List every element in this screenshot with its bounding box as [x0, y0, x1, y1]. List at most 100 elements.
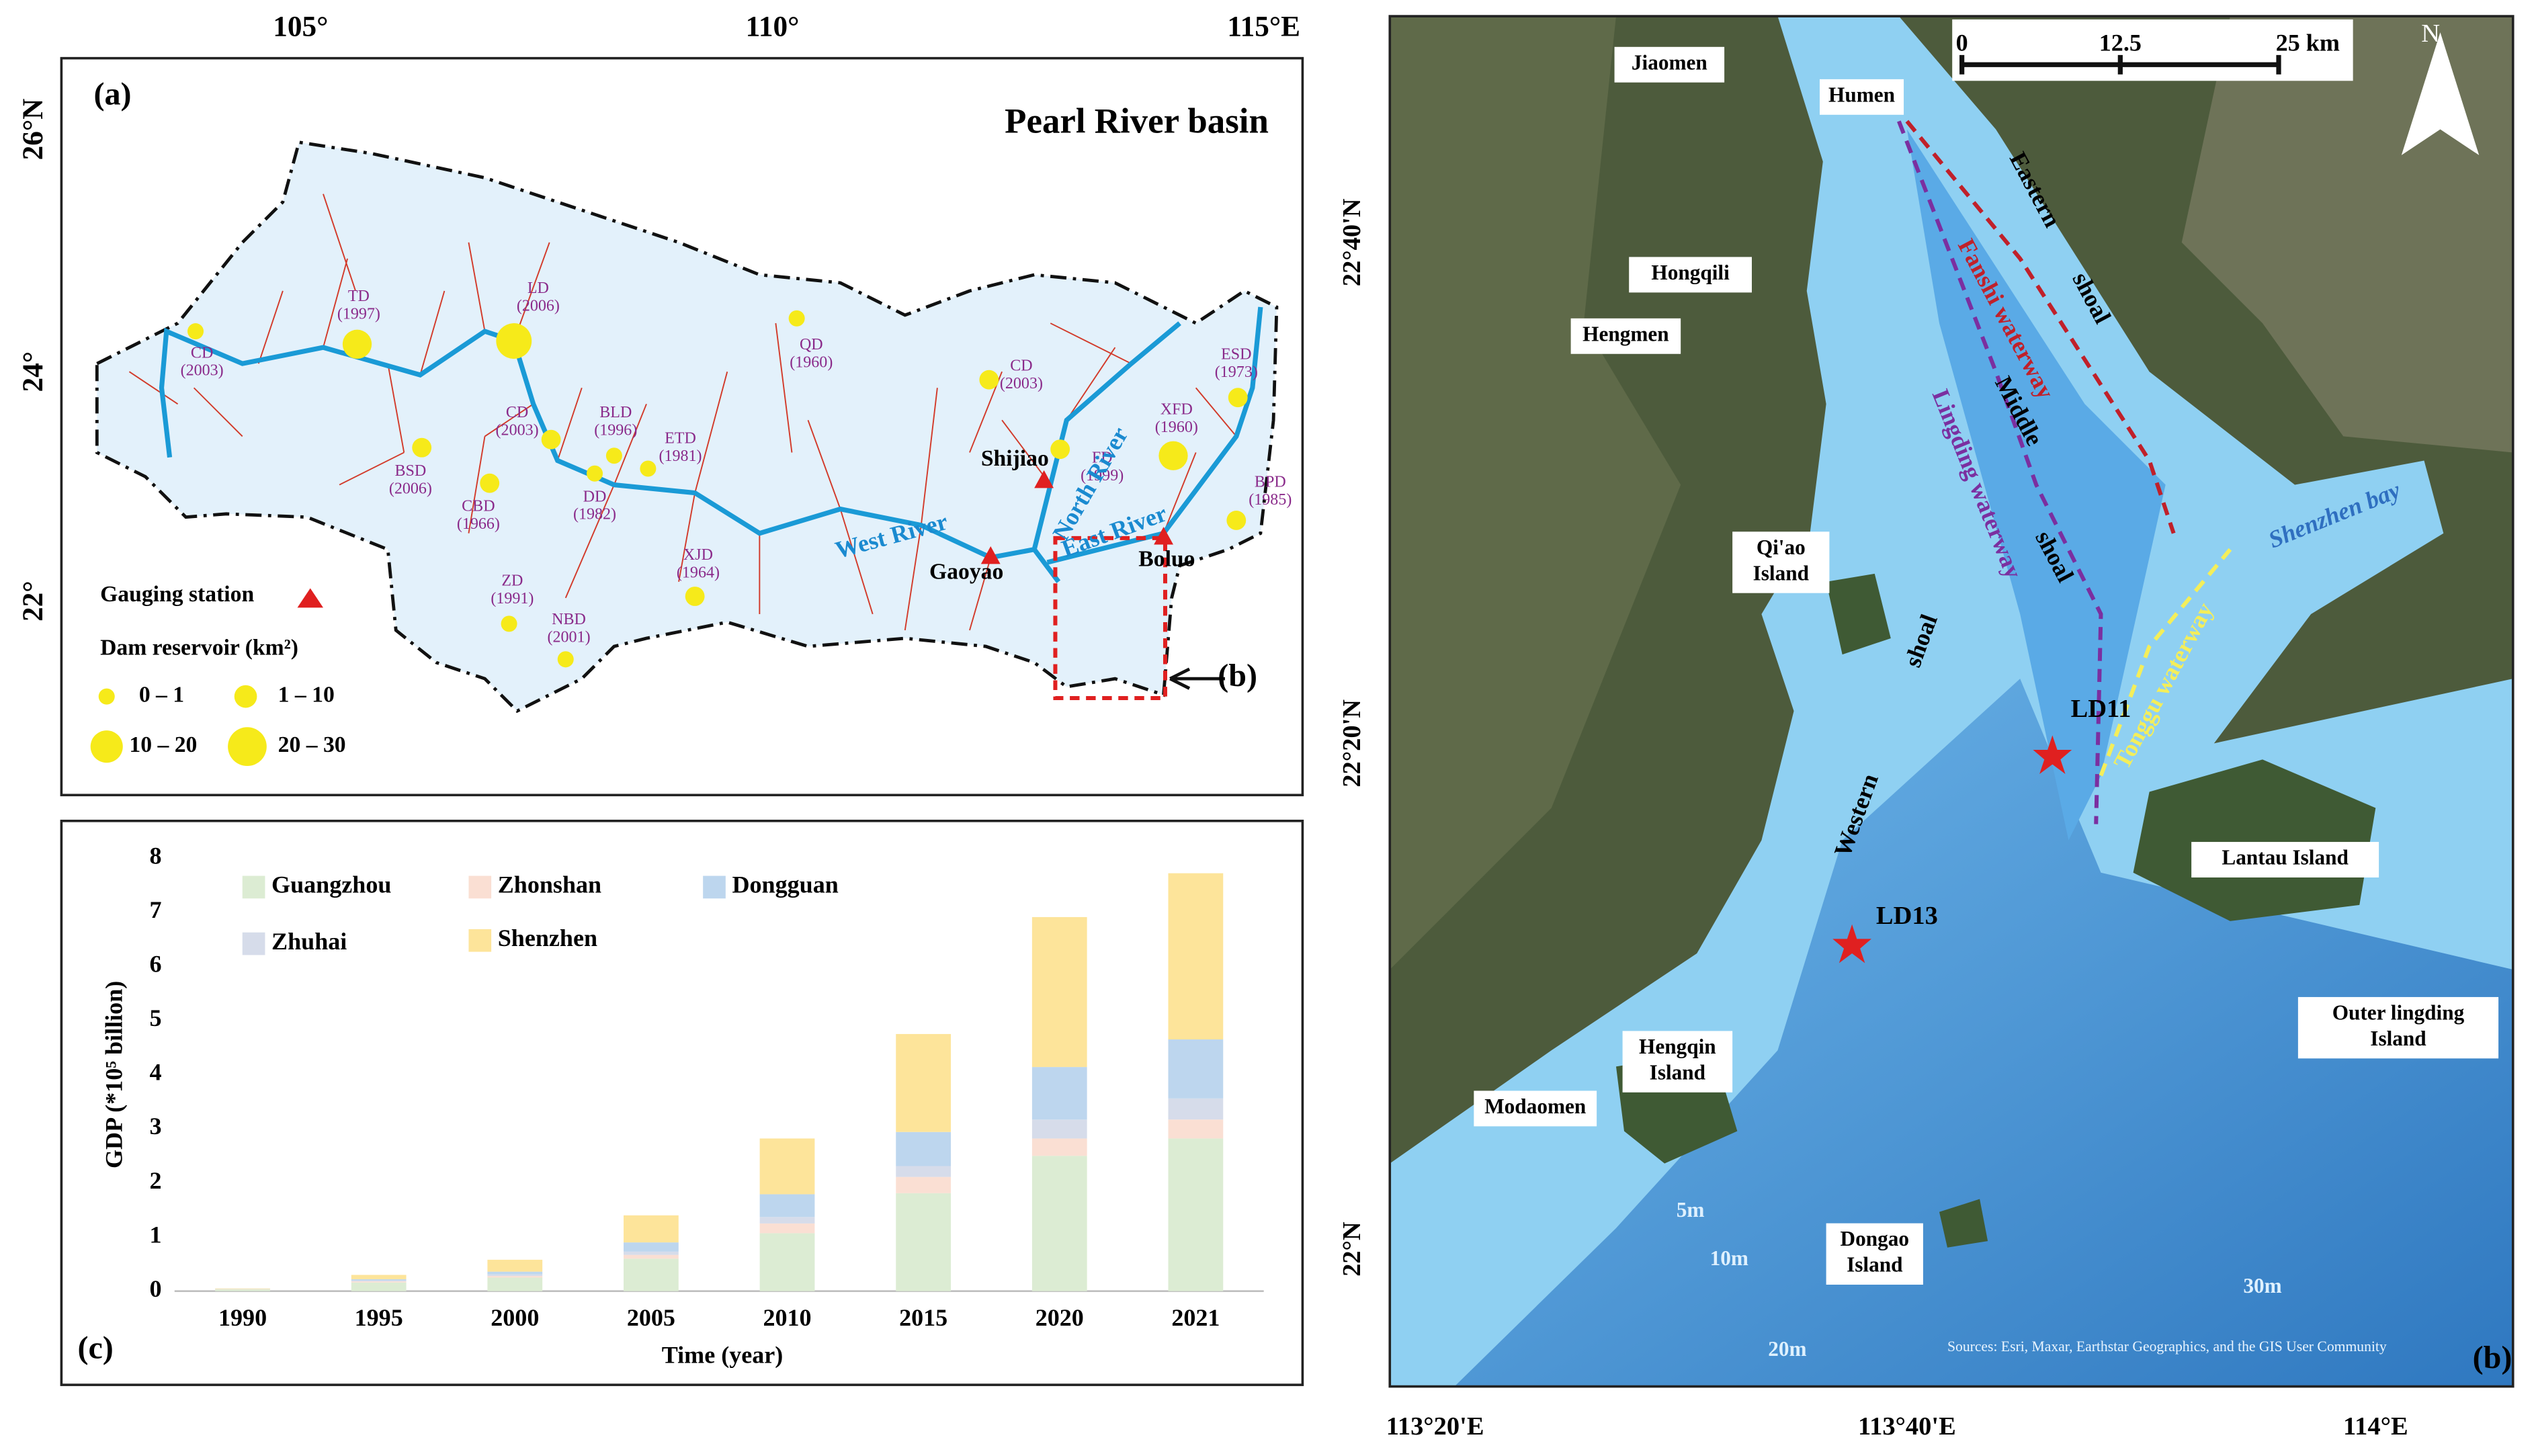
inset-arrow — [1169, 667, 1225, 690]
y-tick-label: 7 — [149, 896, 161, 923]
scale-label: 0 — [1956, 30, 1968, 56]
lantau — [2133, 759, 2376, 921]
dam-year: (2003) — [1000, 375, 1043, 392]
legend-swatch — [242, 875, 265, 899]
bar-segment — [624, 1215, 679, 1243]
dam-name: ETD — [665, 430, 696, 447]
bar-segment — [896, 1193, 952, 1291]
panel-a: (a) Pearl River basin (b) Gauging statio… — [60, 56, 1304, 797]
legend-label: Shenzhen — [498, 925, 597, 951]
y-tick-label: 5 — [149, 1004, 161, 1031]
gauging-station — [980, 546, 1001, 564]
x-tick-label: 2020 — [1036, 1304, 1084, 1331]
dam — [605, 447, 622, 464]
place-label-box — [1820, 79, 1904, 115]
dam — [557, 651, 574, 668]
depth-label: 30m — [2243, 1274, 2281, 1297]
source-text: Sources: Esri, Maxar, Earthstar Geograph… — [1947, 1338, 2387, 1355]
lat-tick-label: 26°N — [17, 99, 49, 161]
legend-dam-symbol — [234, 685, 257, 708]
x-tick-label: 2005 — [627, 1304, 675, 1331]
place-label: Modaomen — [1484, 1095, 1586, 1118]
dam-year: (2003) — [181, 362, 224, 380]
dam-name: BSD — [394, 462, 426, 480]
dam-year: (2003) — [496, 422, 539, 439]
dam-year: (1999) — [1081, 467, 1124, 484]
lon-tick-label: 113°20'E — [1386, 1412, 1484, 1441]
depth-label: 5m — [1677, 1198, 1705, 1222]
north-arrow — [2401, 32, 2480, 155]
dam — [342, 329, 372, 359]
dam-name: CD — [1010, 357, 1032, 375]
dam-name: LD — [527, 280, 549, 297]
legend-label: Dongguan — [732, 871, 838, 898]
bar-segment — [351, 1275, 407, 1279]
panel-a-items: 105° 110° 115°E26°N24°22°CD(2003)TD(1997)L… — [17, 10, 1300, 767]
fanshi-waterway — [1905, 120, 2176, 534]
bar-segment — [624, 1258, 679, 1291]
panel-label: (a) — [93, 76, 131, 112]
dam-year: (2001) — [548, 629, 591, 646]
y-tick-label: 2 — [149, 1167, 161, 1194]
dam-year: (1997) — [337, 306, 380, 323]
place-label: Qi'ao — [1757, 536, 1806, 559]
bar-segment — [896, 1166, 952, 1177]
legend-label: Zhonshan — [498, 871, 601, 898]
bar-segment — [487, 1274, 543, 1277]
station-label: Shijiao — [981, 446, 1049, 471]
tonggu-waterway — [2099, 548, 2232, 777]
lon-tick-label: 105° — [273, 10, 328, 42]
bar-segment — [487, 1277, 543, 1291]
bar-segment — [1031, 1156, 1087, 1291]
place-label-box — [1732, 531, 1830, 593]
lon-tick-label: 113°40'E — [1858, 1412, 1956, 1441]
place-label: Dongao — [1841, 1227, 1909, 1250]
place-label-box — [1629, 257, 1752, 293]
legend-dam-symbol — [228, 727, 267, 767]
bar-segment — [759, 1233, 815, 1291]
bar-segment — [759, 1138, 815, 1195]
panel-frame — [1388, 15, 2515, 1388]
deep-water — [1454, 679, 2513, 1387]
place-label: Hengqin — [1639, 1035, 1716, 1058]
lingding-waterway — [1897, 120, 2103, 824]
legend-dam-class: 1 – 10 — [278, 682, 335, 707]
dam-name: XFD — [1160, 400, 1193, 418]
qiao-island — [1826, 573, 1891, 655]
place-label-box — [1622, 1031, 1733, 1093]
path — [1031, 321, 1181, 550]
legend-dam-class: 0 – 1 — [139, 682, 184, 707]
lon-tick-label: 110° — [746, 10, 800, 42]
legend-label: Zhuhai — [271, 928, 347, 955]
place-label: Hengmen — [1582, 322, 1669, 345]
legend-dam-symbol — [90, 730, 123, 763]
dam-name: FD — [1092, 449, 1113, 467]
place-label: Humen — [1828, 83, 1895, 107]
place-label-box — [2297, 996, 2499, 1059]
depth-label: 10m — [1710, 1246, 1748, 1270]
bar-segment — [351, 1282, 407, 1291]
dam-year: (2006) — [389, 480, 432, 497]
inset-label: (b) — [1218, 658, 1257, 693]
legend-dam-class: 10 – 20 — [129, 732, 197, 757]
bar-segment — [759, 1223, 815, 1234]
bar-segment — [487, 1271, 543, 1275]
place-label: Island — [2370, 1027, 2426, 1050]
dam — [1050, 439, 1070, 460]
gauging-station — [1034, 470, 1054, 488]
y-tick-label: 4 — [149, 1059, 161, 1086]
legend-dam-class: 20 – 30 — [278, 732, 346, 757]
dam-name: ZD — [501, 572, 523, 589]
legend-swatch — [242, 932, 265, 955]
x-tick-label: 1990 — [218, 1304, 267, 1331]
dam — [640, 460, 657, 477]
dam — [496, 323, 532, 359]
station-label: LD13 — [1876, 902, 1938, 930]
bar-segment — [759, 1194, 815, 1217]
bar-segment — [1168, 1138, 1224, 1291]
dam — [788, 310, 805, 327]
place-label: Island — [1847, 1253, 1903, 1277]
dam — [412, 437, 432, 458]
x-tick-label: 1995 — [355, 1304, 403, 1331]
scale-label: 12.5 — [2099, 30, 2142, 56]
